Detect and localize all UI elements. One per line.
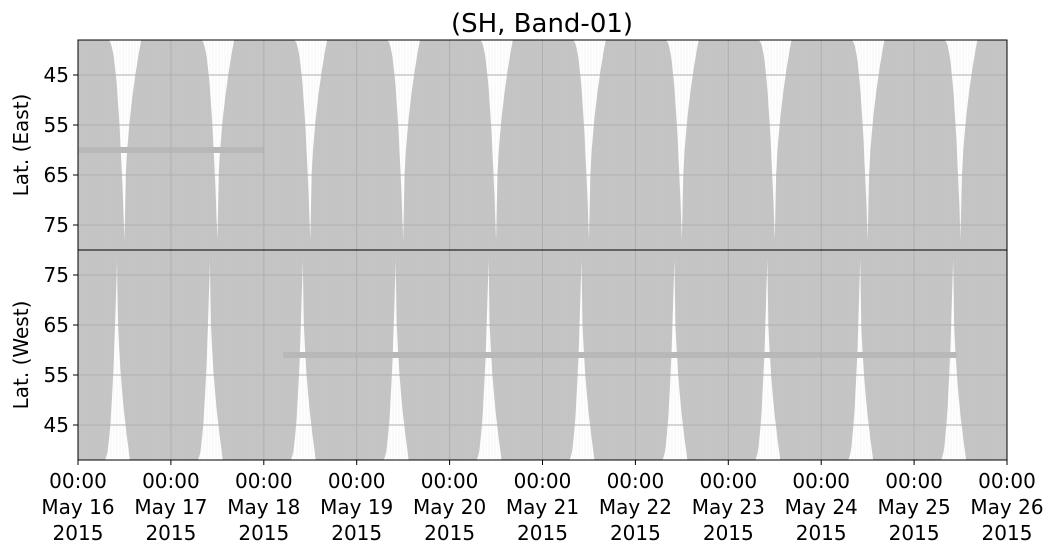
- tick-label-x-year-3: 2015: [331, 521, 382, 545]
- tick-label-east-y-75: 75: [44, 213, 69, 237]
- tick-label-x-year-4: 2015: [424, 521, 475, 545]
- tick-label-x-time-6: 00:00: [607, 469, 665, 493]
- panel-west-y-ticks: 75 65 55 45: [44, 263, 78, 437]
- tick-label-x-time-4: 00:00: [421, 469, 479, 493]
- tick-label-x-date-9: May 25: [878, 495, 951, 519]
- tick-label-x-date-0: May 16: [41, 495, 114, 519]
- tick-label-x-year-1: 2015: [145, 521, 196, 545]
- coverage-area-west-day-1: [78, 250, 171, 460]
- tick-label-x-date-8: May 24: [785, 495, 858, 519]
- tick-label-x-date-7: May 23: [692, 495, 765, 519]
- tick-label-x-date-6: May 22: [599, 495, 672, 519]
- coverage-area-east-day-3: [263, 40, 357, 250]
- tick-label-x-time-9: 00:00: [885, 469, 943, 493]
- coverage-area-east-day-5: [449, 40, 543, 250]
- tick-label-x-time-0: 00:00: [49, 469, 107, 493]
- coverage-area-east-day-1: [78, 40, 171, 250]
- tick-label-east-y-65: 65: [44, 163, 69, 187]
- tick-label-x-time-8: 00:00: [792, 469, 850, 493]
- tick-label-x-time-2: 00:00: [235, 469, 293, 493]
- tick-label-x-time-7: 00:00: [699, 469, 757, 493]
- tick-label-x-date-2: May 18: [227, 495, 300, 519]
- tick-label-x-year-2: 2015: [238, 521, 289, 545]
- tick-label-x-year-7: 2015: [703, 521, 754, 545]
- tick-label-x-date-4: May 20: [413, 495, 486, 519]
- tick-label-x-date-1: May 17: [134, 495, 207, 519]
- panel-east-y-ticks: 45 55 65 75: [44, 63, 78, 237]
- coverage-area-east-day-4: [356, 40, 450, 250]
- panel-east: 45 55 65 75 Lat. (East): [9, 39, 1008, 251]
- panel-west-marks: [78, 250, 1007, 460]
- panel-east-ylabel: Lat. (East): [9, 94, 33, 197]
- panel-west: 75 65 55 45 Lat. (West): [9, 249, 1008, 461]
- tick-label-x-time-5: 00:00: [514, 469, 572, 493]
- tick-label-east-y-55: 55: [44, 113, 69, 137]
- tick-label-x-year-6: 2015: [610, 521, 661, 545]
- tick-label-x-date-10: May 26: [970, 495, 1043, 519]
- tick-label-east-y-45: 45: [44, 63, 69, 87]
- coverage-area-west-day-2: [170, 250, 264, 460]
- coverage-area-east-day-2: [170, 40, 264, 250]
- tick-label-x-year-0: 2015: [53, 521, 104, 545]
- tick-label-west-y-55: 55: [44, 363, 69, 387]
- panel-east-marks: [78, 40, 1007, 250]
- tick-label-x-year-10: 2015: [982, 521, 1033, 545]
- band-west: [283, 352, 957, 358]
- tick-label-x-year-9: 2015: [889, 521, 940, 545]
- panel-west-ylabel: Lat. (West): [9, 301, 33, 410]
- tick-label-x-year-8: 2015: [796, 521, 847, 545]
- chart-title: (SH, Band-01): [451, 9, 633, 39]
- tick-label-west-y-75: 75: [44, 263, 69, 287]
- tick-label-x-date-3: May 19: [320, 495, 393, 519]
- tick-label-x-time-3: 00:00: [328, 469, 386, 493]
- tick-label-west-y-65: 65: [44, 313, 69, 337]
- tick-label-x-time-10: 00:00: [978, 469, 1036, 493]
- tick-label-west-y-45: 45: [44, 413, 69, 437]
- tick-label-x-year-5: 2015: [517, 521, 568, 545]
- tick-label-x-date-5: May 21: [506, 495, 579, 519]
- tick-label-x-time-1: 00:00: [142, 469, 200, 493]
